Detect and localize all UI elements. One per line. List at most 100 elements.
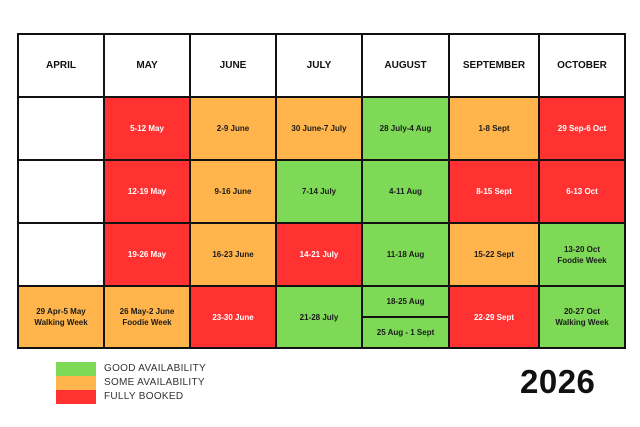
week-cell: 14-21 July [275,222,363,287]
cell-text: 6-13 Oct [566,186,598,197]
week-cell: 21-28 July [275,285,363,349]
date-range-label: 20-27 Oct [563,307,600,316]
cell-text: 8-15 Sept [476,186,512,197]
cell-text: 21-28 July [300,312,339,323]
cell-text: 13-20 Oct Foodie Week [557,244,606,266]
week-cell: 30 June-7 July [275,96,363,161]
cell-text: 15-22 Sept [474,249,514,260]
legend-swatch-full [56,390,96,404]
month-header-october: OCTOBER [538,33,626,98]
week-cell: 12-19 May [103,159,191,224]
cell-text: 2-9 June [217,123,249,134]
cell-text: 9-16 June [215,186,252,197]
cell-text: 7-14 July [302,186,336,197]
empty-cell [17,159,105,224]
week-cell: 11-18 Aug [361,222,450,287]
date-range-label: 2-9 June [216,124,250,133]
month-header-august: AUGUST [361,33,450,98]
empty-cell [17,222,105,287]
week-cell: 5-12 May [103,96,191,161]
week-cell: 26 May-2 June Foodie Week [103,285,191,349]
year-title: 2026 [520,363,596,400]
week-cell: 22-29 Sept [448,285,540,349]
date-range-label: 25 Aug - 1 Sept [376,328,435,337]
legend-label-some: SOME AVAILABILITY [104,377,205,388]
date-range-label: 6-13 Oct [566,187,598,196]
date-range-label: 4-11 Aug [388,187,423,196]
month-header-label: SEPTEMBER [462,60,526,71]
date-range-label: 19-26 May [127,250,167,259]
cell-text: 25 Aug - 1 Sept [377,327,435,338]
week-cell: 29 Sep-6 Oct [538,96,626,161]
date-range-label: 22-29 Sept [473,312,515,322]
month-header-label: APRIL [46,60,76,71]
week-cell: 1-8 Sept [448,96,540,161]
legend-item-some: SOME AVAILABILITY [56,376,356,390]
cell-text: 11-18 Aug [387,249,425,260]
month-header-july: JULY [275,33,363,98]
date-range-label: 7-14 July [301,187,337,196]
cell-text: 18-25 Aug [387,296,425,307]
cell-text: 16-23 June [212,249,253,260]
cell-text: 30 June-7 July [291,123,346,134]
cell-text: 12-19 May [128,186,166,197]
cell-text: 29 Apr-5 May Walking Week [34,306,87,328]
week-cell: 13-20 Oct Foodie Week [538,222,626,287]
date-range-label: 12-19 May [127,187,167,196]
month-header-label: MAY [136,60,158,71]
date-range-label: 30 June-7 July [291,124,347,133]
event-week-label: Foodie Week [122,318,172,327]
date-range-label: 28 July-4 Aug [379,124,432,133]
cell-text: 29 Sep-6 Oct [558,123,606,134]
week-cell: 20-27 Oct Walking Week [538,285,626,349]
week-cell: 19-26 May [103,222,191,287]
cell-text: 20-27 Oct Walking Week [555,306,608,328]
event-week-label: Walking Week [555,318,609,327]
date-range-label: 29 Sep-6 Oct [557,124,607,133]
month-header-label: AUGUST [384,60,427,71]
cell-text: 22-29 Sept [474,312,514,323]
cell-text: 28 July-4 Aug [380,123,432,134]
week-cell: 8-15 Sept [448,159,540,224]
date-range-label: 26 May-2 June [119,307,175,316]
date-range-label: 16-23 June [212,250,254,259]
date-range-label: 15-22 Sept [473,250,515,259]
legend-item-full: FULLY BOOKED [56,390,356,404]
date-range-label: 1-8 Sept [478,124,510,133]
week-cell: 6-13 Oct [538,159,626,224]
month-header-label: OCTOBER [557,60,607,71]
legend-item-good: GOOD AVAILABILITY [56,362,356,376]
week-cell: 7-14 July [275,159,363,224]
week-cell: 18-25 Aug [361,285,450,318]
week-cell: 23-30 June [189,285,277,349]
date-range-label: 11-18 Aug [386,250,425,259]
cell-text: 23-30 June [212,312,253,323]
month-header-may: MAY [103,33,191,98]
week-cell: 29 Apr-5 May Walking Week [17,285,105,349]
month-header-label: JUNE [219,60,247,71]
date-range-label: 13-20 Oct [563,244,600,254]
cell-text: 19-26 May [128,249,166,260]
legend-label-full: FULLY BOOKED [104,391,184,402]
legend-label-good: GOOD AVAILABILITY [104,363,206,374]
week-cell: 2-9 June [189,96,277,161]
event-week-label: Foodie Week [557,255,607,265]
date-range-label: 18-25 Aug [386,297,425,306]
week-cell: 25 Aug - 1 Sept [361,316,450,349]
date-range-label: 9-16 June [214,187,252,196]
date-range-label: 21-28 July [299,312,339,322]
week-cell: 28 July-4 Aug [361,96,450,161]
month-header-september: SEPTEMBER [448,33,540,98]
date-range-label: 14-21 July [299,250,339,259]
week-cell: 16-23 June [189,222,277,287]
date-range-label: 5-12 May [130,124,164,133]
date-range-label: 23-30 June [212,312,254,322]
event-week-label: Walking Week [34,318,88,327]
cell-text: 26 May-2 June Foodie Week [120,306,175,328]
month-header-label: JULY [306,60,332,71]
cell-text: 14-21 July [300,249,339,260]
date-range-label: 29 Apr-5 May [36,307,86,316]
legend-swatch-good [56,362,96,376]
week-cell: 15-22 Sept [448,222,540,287]
month-header-april: APRIL [17,33,105,98]
